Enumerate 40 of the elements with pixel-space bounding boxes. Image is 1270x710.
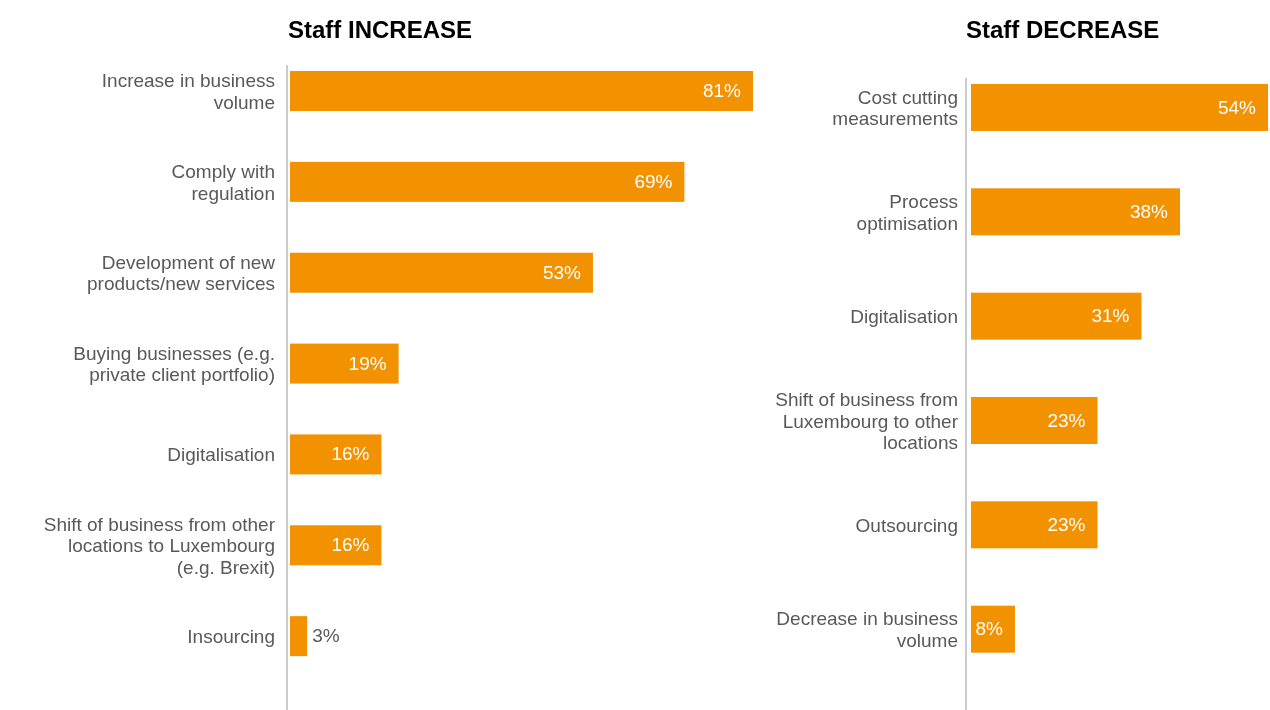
data-label: 3%: [312, 625, 340, 647]
data-label: 8%: [975, 618, 1004, 640]
y-tick-label: Digitalisation: [167, 444, 275, 466]
y-tick-label: Insourcing: [187, 626, 275, 648]
data-label: 53%: [542, 261, 582, 283]
y-tick-label: Process optimisation: [856, 191, 958, 234]
y-tick-label: Buying businesses (e.g. private client portfolio): [73, 342, 275, 386]
data-label: 16%: [331, 534, 370, 556]
data-label: 16%: [331, 443, 370, 465]
y-tick-label: Decrease in business volume: [776, 608, 958, 651]
bar: [290, 161, 685, 202]
data-label: 23%: [1047, 513, 1086, 535]
bar: [290, 616, 308, 657]
y-tick-label: Cost cutting measurements: [832, 86, 958, 130]
bar: [290, 434, 382, 475]
y-tick-label: Development of new products/new services: [87, 251, 276, 295]
y-tick-label: Digitalisation: [850, 306, 958, 328]
y-tick-label: Shift of business from Luxembourg to other locations: [775, 389, 959, 453]
bar: [290, 252, 593, 293]
data-label: 69%: [634, 170, 673, 192]
bar: [971, 188, 1180, 236]
data-label: 31%: [1091, 305, 1130, 327]
y-tick-label: Shift of business from other locations to Luxembourg (e.g. Brexit): [43, 513, 276, 578]
data-label: 19%: [348, 352, 387, 374]
bar: [290, 343, 399, 384]
chart-title: Staff INCREASE: [288, 16, 473, 43]
bar: [290, 71, 753, 111]
chart-title: Staff DECREASE: [966, 16, 1160, 43]
y-tick-label: Outsourcing: [855, 514, 958, 536]
y-tick-label: Increase in business volume: [101, 70, 275, 113]
data-label: 54%: [1217, 96, 1257, 118]
data-label: 23%: [1047, 409, 1086, 431]
bar: [971, 501, 1098, 549]
bar: [971, 397, 1098, 444]
bar: [290, 525, 382, 566]
bar: [971, 292, 1142, 340]
y-tick-label: Comply with regulation: [171, 161, 275, 204]
bar: [971, 84, 1268, 131]
data-label: 81%: [702, 80, 742, 101]
data-label: 38%: [1129, 200, 1169, 222]
